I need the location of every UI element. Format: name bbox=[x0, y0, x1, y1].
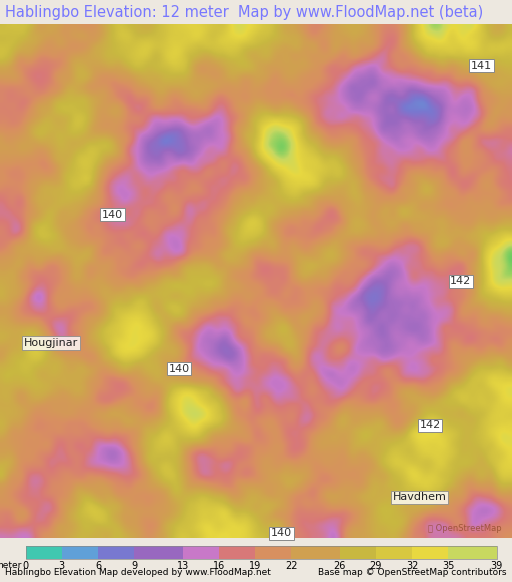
Text: 140: 140 bbox=[168, 364, 190, 374]
FancyBboxPatch shape bbox=[376, 546, 412, 559]
Text: meter: meter bbox=[0, 562, 22, 570]
Text: Hablingbo Elevation Map developed by www.FloodMap.net: Hablingbo Elevation Map developed by www… bbox=[5, 568, 271, 577]
FancyBboxPatch shape bbox=[134, 546, 183, 559]
Text: 39: 39 bbox=[490, 562, 503, 572]
FancyBboxPatch shape bbox=[183, 546, 219, 559]
Text: 140: 140 bbox=[271, 528, 292, 538]
Text: 16: 16 bbox=[212, 562, 225, 572]
Text: Base map © OpenStreetMap contributors: Base map © OpenStreetMap contributors bbox=[318, 568, 507, 577]
FancyBboxPatch shape bbox=[449, 546, 497, 559]
FancyBboxPatch shape bbox=[339, 546, 376, 559]
Text: 19: 19 bbox=[249, 562, 261, 572]
FancyBboxPatch shape bbox=[219, 546, 255, 559]
FancyBboxPatch shape bbox=[62, 546, 98, 559]
FancyBboxPatch shape bbox=[98, 546, 134, 559]
Text: 142: 142 bbox=[419, 420, 441, 430]
Text: 142: 142 bbox=[450, 276, 472, 286]
Text: 141: 141 bbox=[471, 61, 492, 70]
Text: 29: 29 bbox=[370, 562, 382, 572]
Text: 0: 0 bbox=[23, 562, 29, 572]
Text: 9: 9 bbox=[131, 562, 137, 572]
FancyBboxPatch shape bbox=[412, 546, 449, 559]
Text: 13: 13 bbox=[177, 562, 189, 572]
FancyBboxPatch shape bbox=[26, 546, 62, 559]
Text: 🔍 OpenStreetMap: 🔍 OpenStreetMap bbox=[428, 524, 502, 533]
Text: Havdhem: Havdhem bbox=[393, 492, 447, 502]
Text: 140: 140 bbox=[102, 210, 123, 219]
FancyBboxPatch shape bbox=[291, 546, 339, 559]
FancyBboxPatch shape bbox=[255, 546, 291, 559]
Text: Hougjinar: Hougjinar bbox=[24, 338, 78, 348]
Text: 3: 3 bbox=[59, 562, 65, 572]
Text: 26: 26 bbox=[333, 562, 346, 572]
Text: Hablingbo Elevation: 12 meter  Map by www.FloodMap.net (beta): Hablingbo Elevation: 12 meter Map by www… bbox=[5, 5, 483, 20]
Text: 22: 22 bbox=[285, 562, 297, 572]
Text: 35: 35 bbox=[442, 562, 455, 572]
Text: 6: 6 bbox=[95, 562, 101, 572]
Text: 32: 32 bbox=[406, 562, 418, 572]
Bar bbox=[26, 546, 497, 559]
